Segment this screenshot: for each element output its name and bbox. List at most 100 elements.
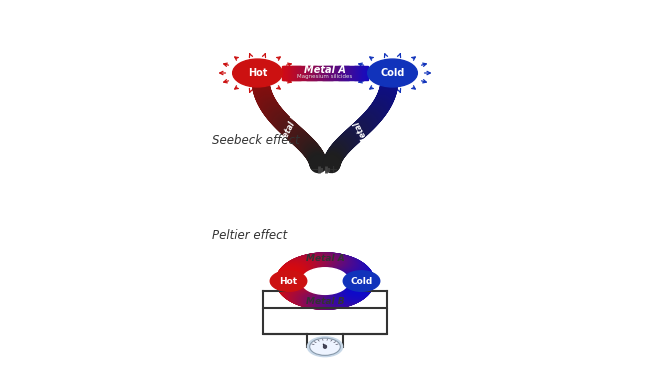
Ellipse shape <box>349 275 374 291</box>
Ellipse shape <box>278 266 304 281</box>
Ellipse shape <box>326 254 350 269</box>
Ellipse shape <box>278 268 302 283</box>
Bar <box>332 66 333 80</box>
Bar <box>303 66 304 80</box>
Ellipse shape <box>313 253 337 268</box>
Ellipse shape <box>295 291 320 307</box>
Bar <box>337 66 339 80</box>
Ellipse shape <box>309 338 341 356</box>
Ellipse shape <box>296 255 321 270</box>
Ellipse shape <box>294 256 319 271</box>
Ellipse shape <box>345 283 370 298</box>
Ellipse shape <box>307 337 343 357</box>
Ellipse shape <box>349 274 374 289</box>
Ellipse shape <box>278 266 303 282</box>
Ellipse shape <box>327 292 352 308</box>
Ellipse shape <box>348 268 372 283</box>
Ellipse shape <box>319 293 344 309</box>
Bar <box>285 66 286 80</box>
Text: Magnesium silicides: Magnesium silicides <box>298 74 352 79</box>
Ellipse shape <box>344 284 369 300</box>
Bar <box>338 66 339 80</box>
Ellipse shape <box>281 262 306 278</box>
Ellipse shape <box>330 291 355 307</box>
Ellipse shape <box>281 283 306 299</box>
Ellipse shape <box>343 271 380 291</box>
Bar <box>324 66 326 80</box>
Ellipse shape <box>344 283 369 299</box>
Ellipse shape <box>276 277 302 292</box>
Bar <box>332 66 334 80</box>
Ellipse shape <box>329 255 354 270</box>
Ellipse shape <box>330 255 354 270</box>
Ellipse shape <box>349 273 374 288</box>
Ellipse shape <box>319 253 344 269</box>
Ellipse shape <box>346 281 372 296</box>
Ellipse shape <box>348 269 373 285</box>
Ellipse shape <box>287 259 312 274</box>
Ellipse shape <box>277 277 302 293</box>
Ellipse shape <box>288 288 313 304</box>
Ellipse shape <box>318 253 343 268</box>
Bar <box>362 66 364 80</box>
Ellipse shape <box>287 288 312 303</box>
Ellipse shape <box>329 292 354 307</box>
Ellipse shape <box>334 257 359 272</box>
Bar <box>356 66 358 80</box>
Ellipse shape <box>349 273 374 289</box>
Ellipse shape <box>276 270 301 286</box>
Ellipse shape <box>324 293 349 308</box>
Ellipse shape <box>345 265 370 280</box>
Ellipse shape <box>276 275 301 290</box>
Ellipse shape <box>341 260 365 276</box>
Ellipse shape <box>276 276 301 292</box>
Bar <box>292 66 294 80</box>
Ellipse shape <box>344 263 369 278</box>
Ellipse shape <box>297 255 322 270</box>
Ellipse shape <box>313 294 338 309</box>
Ellipse shape <box>323 293 348 308</box>
Ellipse shape <box>349 276 374 291</box>
Ellipse shape <box>322 293 348 308</box>
Bar <box>367 66 369 80</box>
Ellipse shape <box>339 288 363 303</box>
Ellipse shape <box>349 272 374 287</box>
Ellipse shape <box>293 291 318 306</box>
Bar <box>357 66 359 80</box>
Ellipse shape <box>315 253 340 268</box>
Ellipse shape <box>309 253 333 268</box>
Ellipse shape <box>277 277 302 292</box>
Bar <box>290 66 292 80</box>
Ellipse shape <box>332 256 358 272</box>
Bar <box>285 66 287 80</box>
Ellipse shape <box>347 280 372 295</box>
Ellipse shape <box>298 255 322 270</box>
Ellipse shape <box>277 269 302 285</box>
Ellipse shape <box>309 253 334 268</box>
Ellipse shape <box>298 292 322 307</box>
Ellipse shape <box>315 253 339 268</box>
Bar <box>358 66 360 80</box>
Ellipse shape <box>278 267 303 282</box>
Ellipse shape <box>289 258 313 273</box>
Ellipse shape <box>276 271 301 286</box>
Ellipse shape <box>341 287 365 302</box>
Ellipse shape <box>300 254 324 269</box>
Ellipse shape <box>292 291 317 306</box>
Ellipse shape <box>340 260 365 275</box>
Ellipse shape <box>296 292 320 307</box>
Ellipse shape <box>349 274 374 290</box>
Ellipse shape <box>279 281 304 296</box>
Ellipse shape <box>296 255 320 270</box>
Ellipse shape <box>283 285 307 300</box>
Ellipse shape <box>335 289 360 305</box>
Ellipse shape <box>348 278 373 293</box>
Bar <box>361 66 363 80</box>
Ellipse shape <box>278 280 303 295</box>
Ellipse shape <box>318 253 343 268</box>
Ellipse shape <box>278 279 302 294</box>
Ellipse shape <box>278 281 304 296</box>
Ellipse shape <box>280 265 304 280</box>
Ellipse shape <box>348 277 374 292</box>
Ellipse shape <box>276 272 301 287</box>
